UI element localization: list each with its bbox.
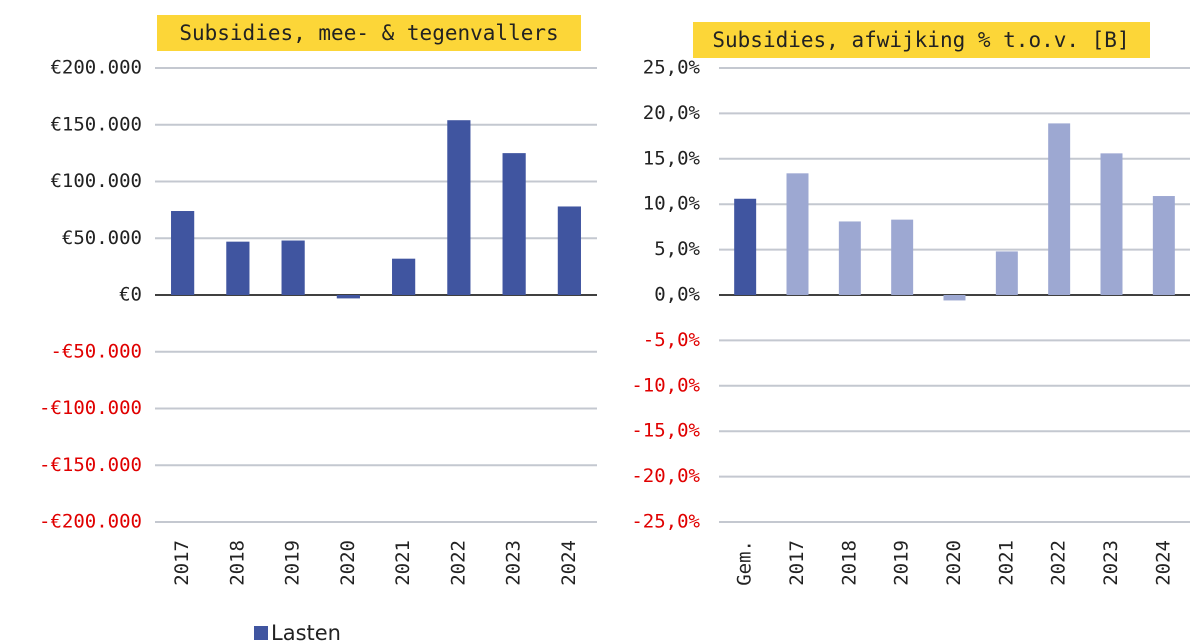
bar bbox=[281, 240, 305, 295]
x-tick-label: 2024 bbox=[558, 540, 580, 586]
y-tick-label: €150.000 bbox=[50, 113, 142, 135]
y-tick-label: €50.000 bbox=[62, 227, 142, 249]
bar bbox=[734, 198, 757, 295]
y-tick-label: -€200.000 bbox=[39, 511, 142, 533]
x-tick-label: 2017 bbox=[786, 540, 808, 586]
bar bbox=[1048, 123, 1071, 295]
y-tick-label: -15,0% bbox=[631, 420, 700, 442]
x-tick-label: 2020 bbox=[943, 540, 965, 586]
x-tick-label: 2023 bbox=[1100, 540, 1122, 586]
x-tick-label: 2024 bbox=[1152, 540, 1174, 586]
bar bbox=[171, 211, 195, 295]
x-tick-label: 2019 bbox=[891, 540, 913, 586]
bar bbox=[226, 241, 250, 295]
y-tick-label: -5,0% bbox=[643, 329, 701, 351]
x-tick-label: Gem. bbox=[734, 540, 756, 586]
y-tick-label: 5,0% bbox=[654, 238, 700, 260]
legend-label: Lasten bbox=[271, 621, 341, 644]
y-tick-label: 20,0% bbox=[643, 102, 701, 124]
x-tick-label: 2020 bbox=[337, 540, 359, 586]
y-tick-label: 25,0% bbox=[643, 57, 701, 79]
legend-swatch bbox=[254, 626, 268, 640]
bar bbox=[447, 120, 471, 296]
bar bbox=[1100, 153, 1123, 295]
x-tick-label: 2021 bbox=[392, 540, 414, 586]
y-tick-label: -€100.000 bbox=[39, 397, 142, 419]
title-box bbox=[157, 15, 581, 51]
bar bbox=[392, 258, 416, 295]
y-tick-label: -20,0% bbox=[631, 465, 700, 487]
y-tick-label: -25,0% bbox=[631, 511, 700, 533]
y-tick-label: 15,0% bbox=[643, 147, 701, 169]
bar bbox=[995, 251, 1018, 295]
x-tick-label: 2022 bbox=[447, 540, 469, 586]
x-tick-label: 2021 bbox=[995, 540, 1017, 586]
x-tick-label: 2019 bbox=[282, 540, 304, 586]
bar bbox=[786, 173, 809, 295]
y-tick-label: €0 bbox=[119, 284, 142, 306]
chart-title: Subsidies, mee- & tegenvallers bbox=[179, 21, 558, 45]
x-tick-label: 2017 bbox=[171, 540, 193, 586]
title-box bbox=[693, 22, 1150, 58]
bar bbox=[838, 221, 861, 295]
x-tick-label: 2022 bbox=[1048, 540, 1070, 586]
y-tick-label: €200.000 bbox=[50, 57, 142, 79]
bar bbox=[891, 219, 914, 295]
x-tick-label: 2018 bbox=[226, 540, 248, 586]
bar bbox=[336, 295, 360, 299]
y-tick-label: -10,0% bbox=[631, 374, 700, 396]
x-tick-label: 2018 bbox=[838, 540, 860, 586]
bar bbox=[943, 295, 966, 301]
bar bbox=[1152, 196, 1175, 295]
y-tick-label: 0,0% bbox=[654, 284, 700, 306]
bar bbox=[557, 206, 581, 295]
y-tick-label: €100.000 bbox=[50, 170, 142, 192]
bar bbox=[502, 153, 526, 295]
chart-title: Subsidies, afwijking % t.o.v. [B] bbox=[712, 28, 1129, 52]
y-tick-label: -€150.000 bbox=[39, 454, 142, 476]
x-tick-label: 2023 bbox=[503, 540, 525, 586]
y-tick-label: -€50.000 bbox=[50, 340, 142, 362]
y-tick-label: 10,0% bbox=[643, 193, 701, 215]
